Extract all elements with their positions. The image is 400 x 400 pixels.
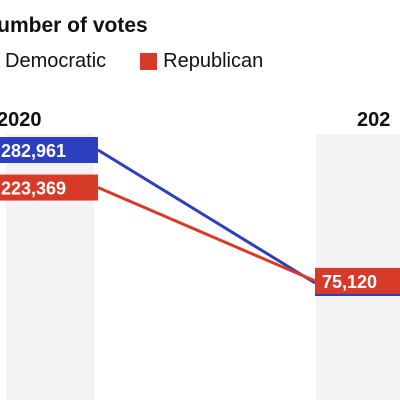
column-label-1: 202 — [357, 109, 390, 131]
legend-item-republican: Republican — [140, 50, 263, 73]
column-label-0: 2020 — [0, 109, 42, 131]
column-background-0 — [6, 134, 94, 400]
data-label-republican-1: 75,120 — [322, 272, 377, 292]
legend: Democratic Republican — [0, 50, 263, 73]
data-box-democratic-0 — [0, 137, 98, 163]
chart-title: Number of votes — [0, 14, 148, 37]
legend-swatch-republican — [140, 53, 158, 70]
data-box-republican-1 — [315, 267, 400, 294]
data-label-republican-0: 223,369 — [1, 179, 66, 199]
legend-label-democratic: Democratic — [5, 50, 107, 72]
series-line-republican — [97, 186, 316, 283]
legend-item-democratic: Democratic — [0, 50, 106, 73]
data-box-republican-0 — [0, 174, 98, 201]
series-line-democratic — [97, 148, 316, 285]
column-background-1 — [316, 134, 400, 400]
data-label-democratic-0: 282,961 — [1, 141, 66, 161]
legend-label-republican: Republican — [163, 50, 264, 72]
